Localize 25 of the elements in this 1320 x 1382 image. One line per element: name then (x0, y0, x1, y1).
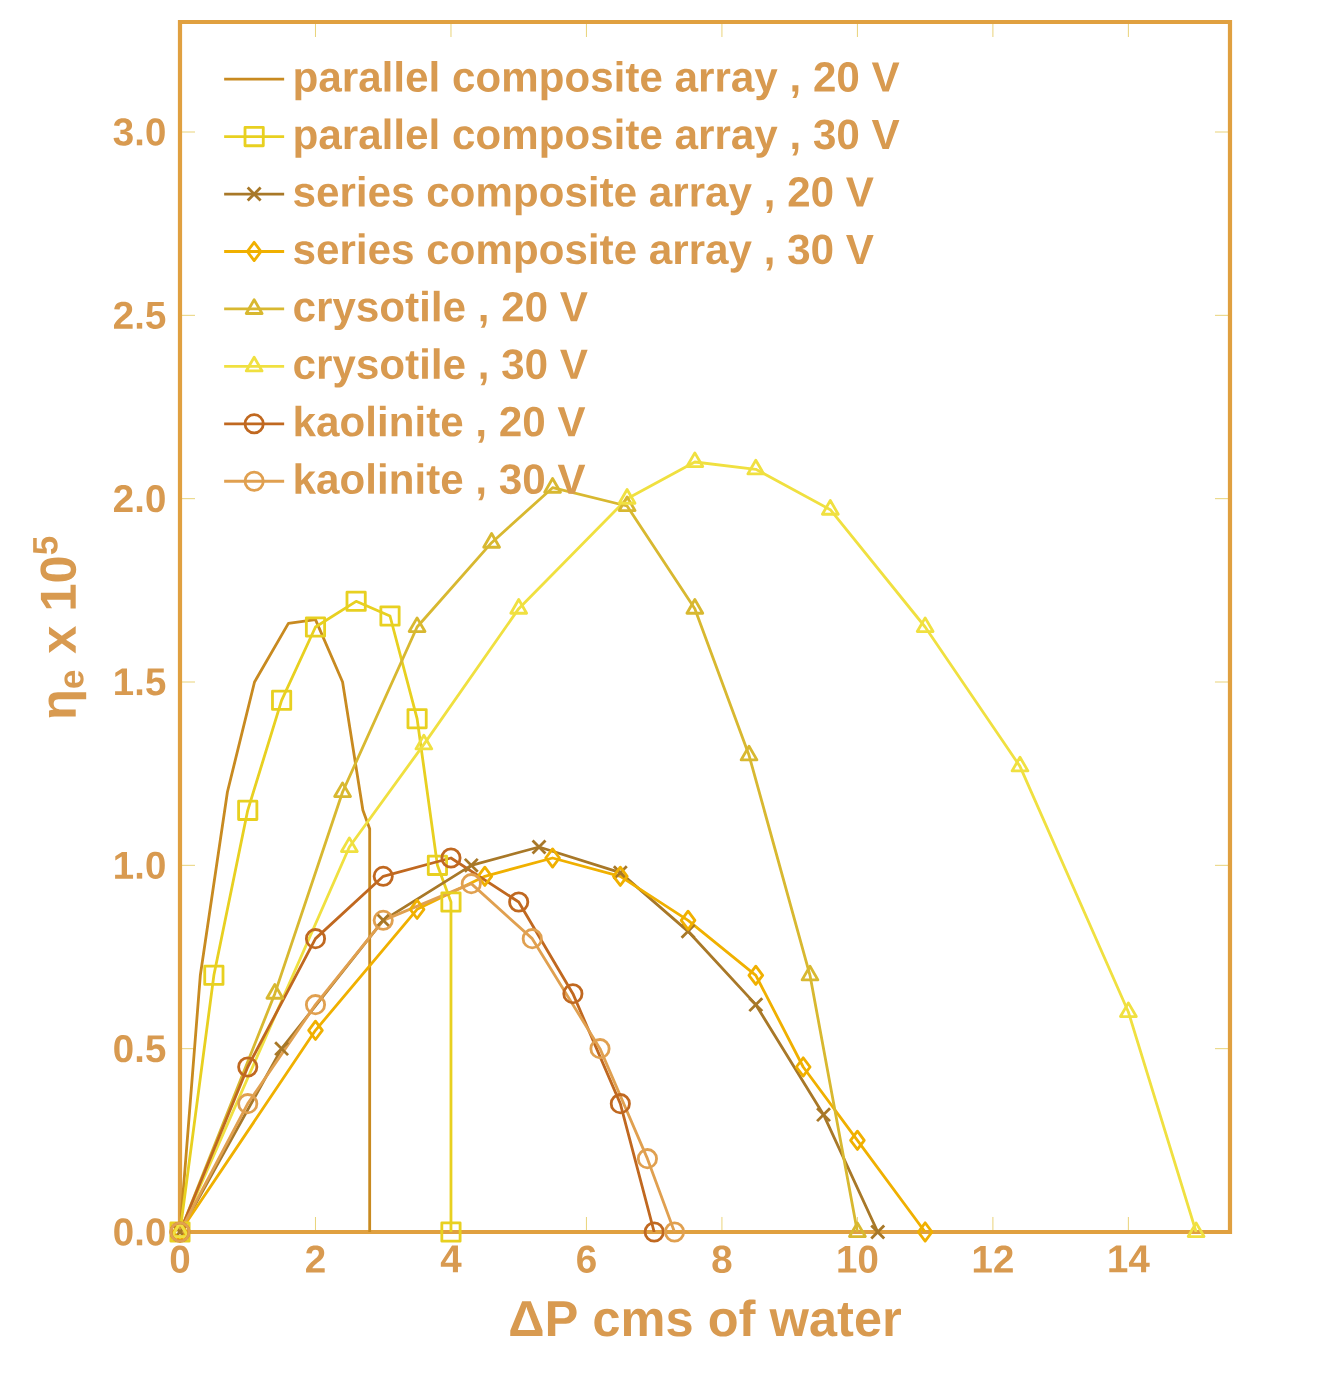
x-tick-label: 2 (306, 1245, 325, 1273)
x-tick-label: 10 (838, 1245, 878, 1273)
x-tick-label: 0 (170, 1245, 190, 1273)
x-tick-label: 14 (1109, 1245, 1150, 1273)
y-tick-label: 1.5 (115, 668, 166, 696)
legend-label: parallel composite array , 20 V (295, 61, 900, 101)
y-tick-label: 2.5 (114, 301, 166, 330)
y-tick-label: 0.5 (114, 1035, 166, 1063)
x-tick-label: 12 (973, 1245, 1013, 1273)
legend-label: series composite array , 30 V (294, 233, 874, 273)
legend-label: crysotile , 30 V (294, 348, 588, 388)
legend-label: parallel composite array , 30 V (295, 118, 900, 158)
legend-label: series composite array , 20 V (294, 175, 874, 216)
y-tick-label: 1.0 (115, 851, 165, 880)
x-tick-label: 8 (712, 1245, 732, 1273)
y-axis-title: η$_{e}$ x 10$^{5}$ (33, 536, 87, 718)
x-tick-label: 4 (440, 1245, 462, 1273)
y-tick-label: 0.0 (114, 1218, 165, 1246)
legend-label: kaolinite , 30 V (295, 463, 586, 501)
legend-label: crysotile , 20 V (294, 290, 588, 331)
y-tick-label: 2.0 (114, 485, 165, 513)
x-tick-label: 6 (577, 1245, 596, 1273)
y-tick-label: 3.0 (113, 118, 165, 146)
x-axis-title: ΔP cms of water (510, 1299, 901, 1337)
legend-label: kaolinite , 20 V (295, 405, 586, 443)
